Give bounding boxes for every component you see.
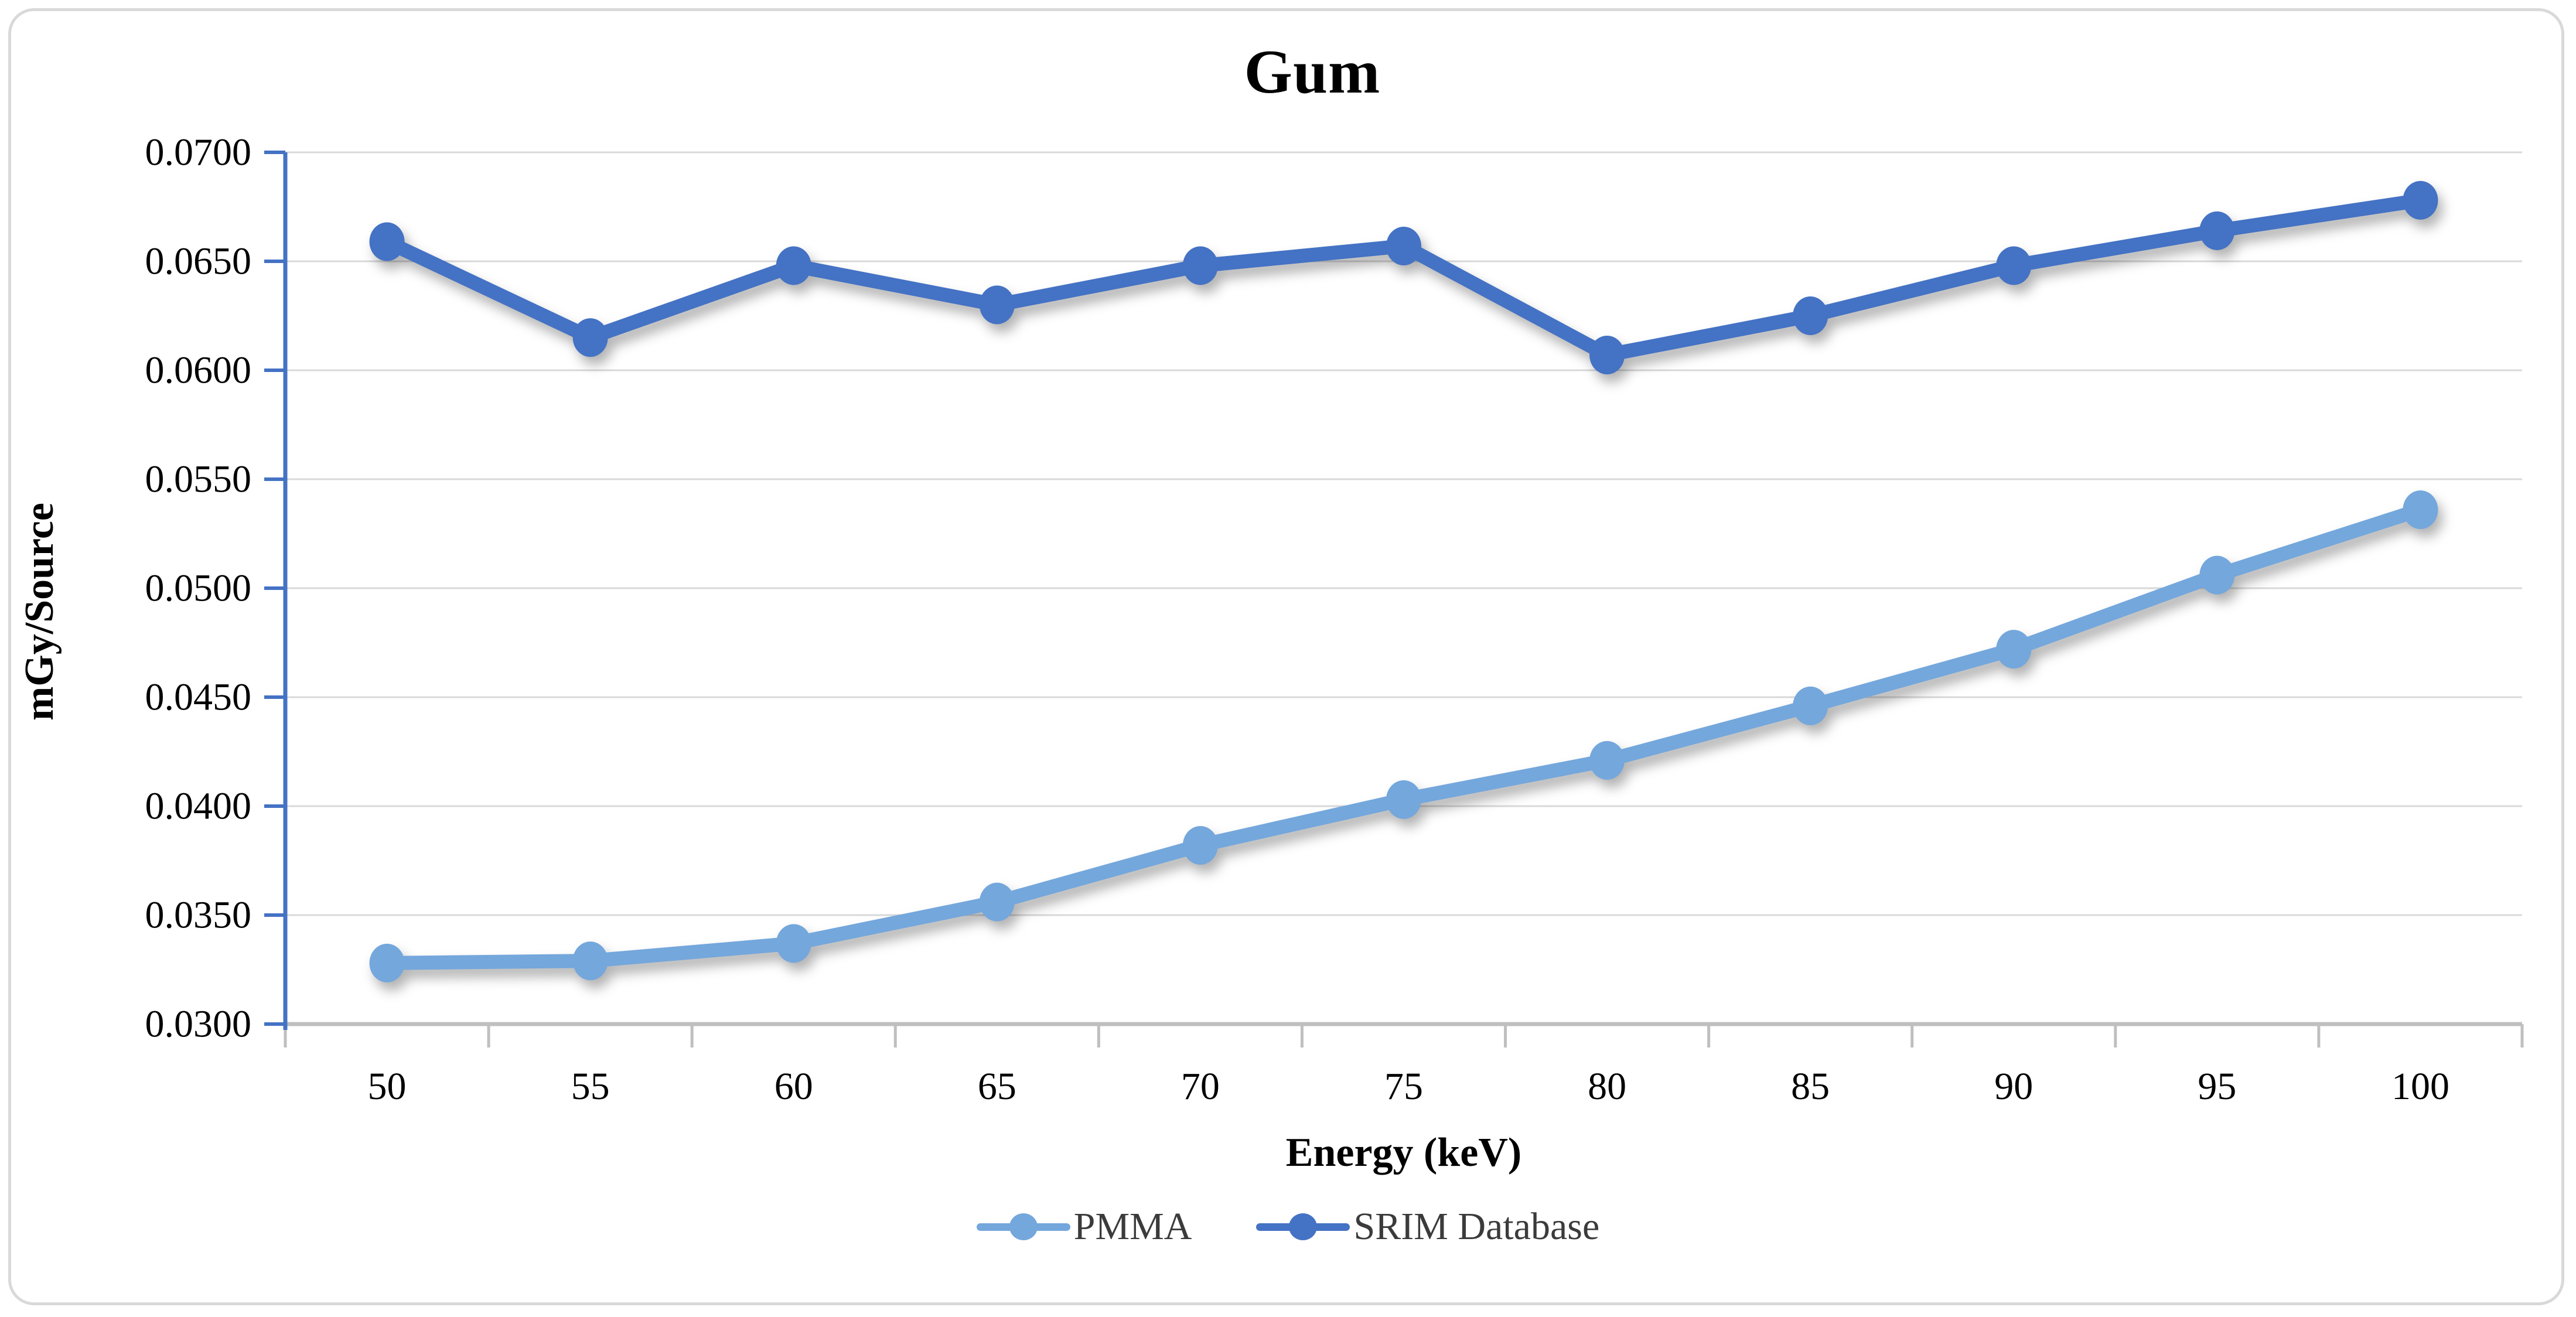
x-tick-label: 55 <box>571 1065 610 1108</box>
data-point-marker <box>776 246 811 285</box>
data-point-marker <box>1386 780 1421 819</box>
data-point-marker <box>2199 211 2235 250</box>
x-tick-label: 65 <box>978 1065 1016 1108</box>
data-point-marker <box>2199 555 2235 595</box>
data-point-marker <box>776 924 811 963</box>
data-point-marker <box>572 318 608 357</box>
y-tick-label: 0.0700 <box>145 131 252 174</box>
y-tick-label: 0.0600 <box>145 349 252 392</box>
y-axis-title: mGy/Source <box>17 503 62 721</box>
data-point-marker <box>979 882 1015 922</box>
data-point-marker <box>369 943 405 982</box>
x-tick-label: 100 <box>2391 1065 2449 1108</box>
data-point-marker <box>979 285 1015 325</box>
series-srim-database <box>369 180 2438 374</box>
x-tick-label: 75 <box>1384 1065 1423 1108</box>
x-tick-label: 50 <box>368 1065 407 1108</box>
chart-legend: PMMA SRIM Database <box>0 1205 2576 1249</box>
data-point-marker <box>572 941 608 981</box>
data-point-marker <box>1182 825 1218 865</box>
legend-item-pmma[interactable]: PMMA <box>976 1205 1192 1249</box>
legend-item-srim-database[interactable]: SRIM Database <box>1256 1205 1599 1249</box>
x-tick-label: 60 <box>774 1065 813 1108</box>
x-tick-label: 70 <box>1181 1065 1220 1108</box>
x-tick-label: 85 <box>1791 1065 1830 1108</box>
series-line <box>380 193 2428 362</box>
legend-label-pmma: PMMA <box>1073 1205 1192 1248</box>
data-point-marker <box>1589 741 1625 780</box>
y-tick-label: 0.0550 <box>145 458 252 501</box>
x-tick-label: 95 <box>2198 1065 2236 1108</box>
data-point-marker <box>1996 246 2032 285</box>
x-axis-title: Energy (keV) <box>1285 1130 1522 1175</box>
y-tick-label: 0.0350 <box>145 894 252 937</box>
data-point-marker <box>1182 246 1218 285</box>
y-tick-label: 0.0400 <box>145 785 252 828</box>
data-point-marker <box>369 222 405 261</box>
chart-frame <box>8 8 2564 1305</box>
y-tick-label: 0.0500 <box>145 567 252 610</box>
data-point-marker <box>1793 296 1828 335</box>
data-point-marker <box>1589 335 1625 374</box>
series-pmma <box>369 490 2438 982</box>
data-point-marker <box>1793 686 1828 725</box>
pmma-series-marker-icon <box>976 1213 1070 1240</box>
y-tick-label: 0.0450 <box>145 676 252 719</box>
data-point-marker <box>2403 490 2438 530</box>
data-point-marker <box>1386 226 1421 265</box>
series-line <box>380 503 2428 970</box>
chart-title: Gum <box>1244 37 1381 106</box>
y-tick-label: 0.0650 <box>145 240 252 283</box>
data-point-marker <box>2403 180 2438 220</box>
x-tick-label: 90 <box>1994 1065 2033 1108</box>
y-tick-label: 0.0300 <box>145 1003 252 1046</box>
srim-series-marker-icon <box>1256 1213 1350 1240</box>
legend-label-srim-database: SRIM Database <box>1353 1205 1600 1248</box>
x-tick-label: 80 <box>1588 1065 1626 1108</box>
data-point-marker <box>1996 630 2032 669</box>
